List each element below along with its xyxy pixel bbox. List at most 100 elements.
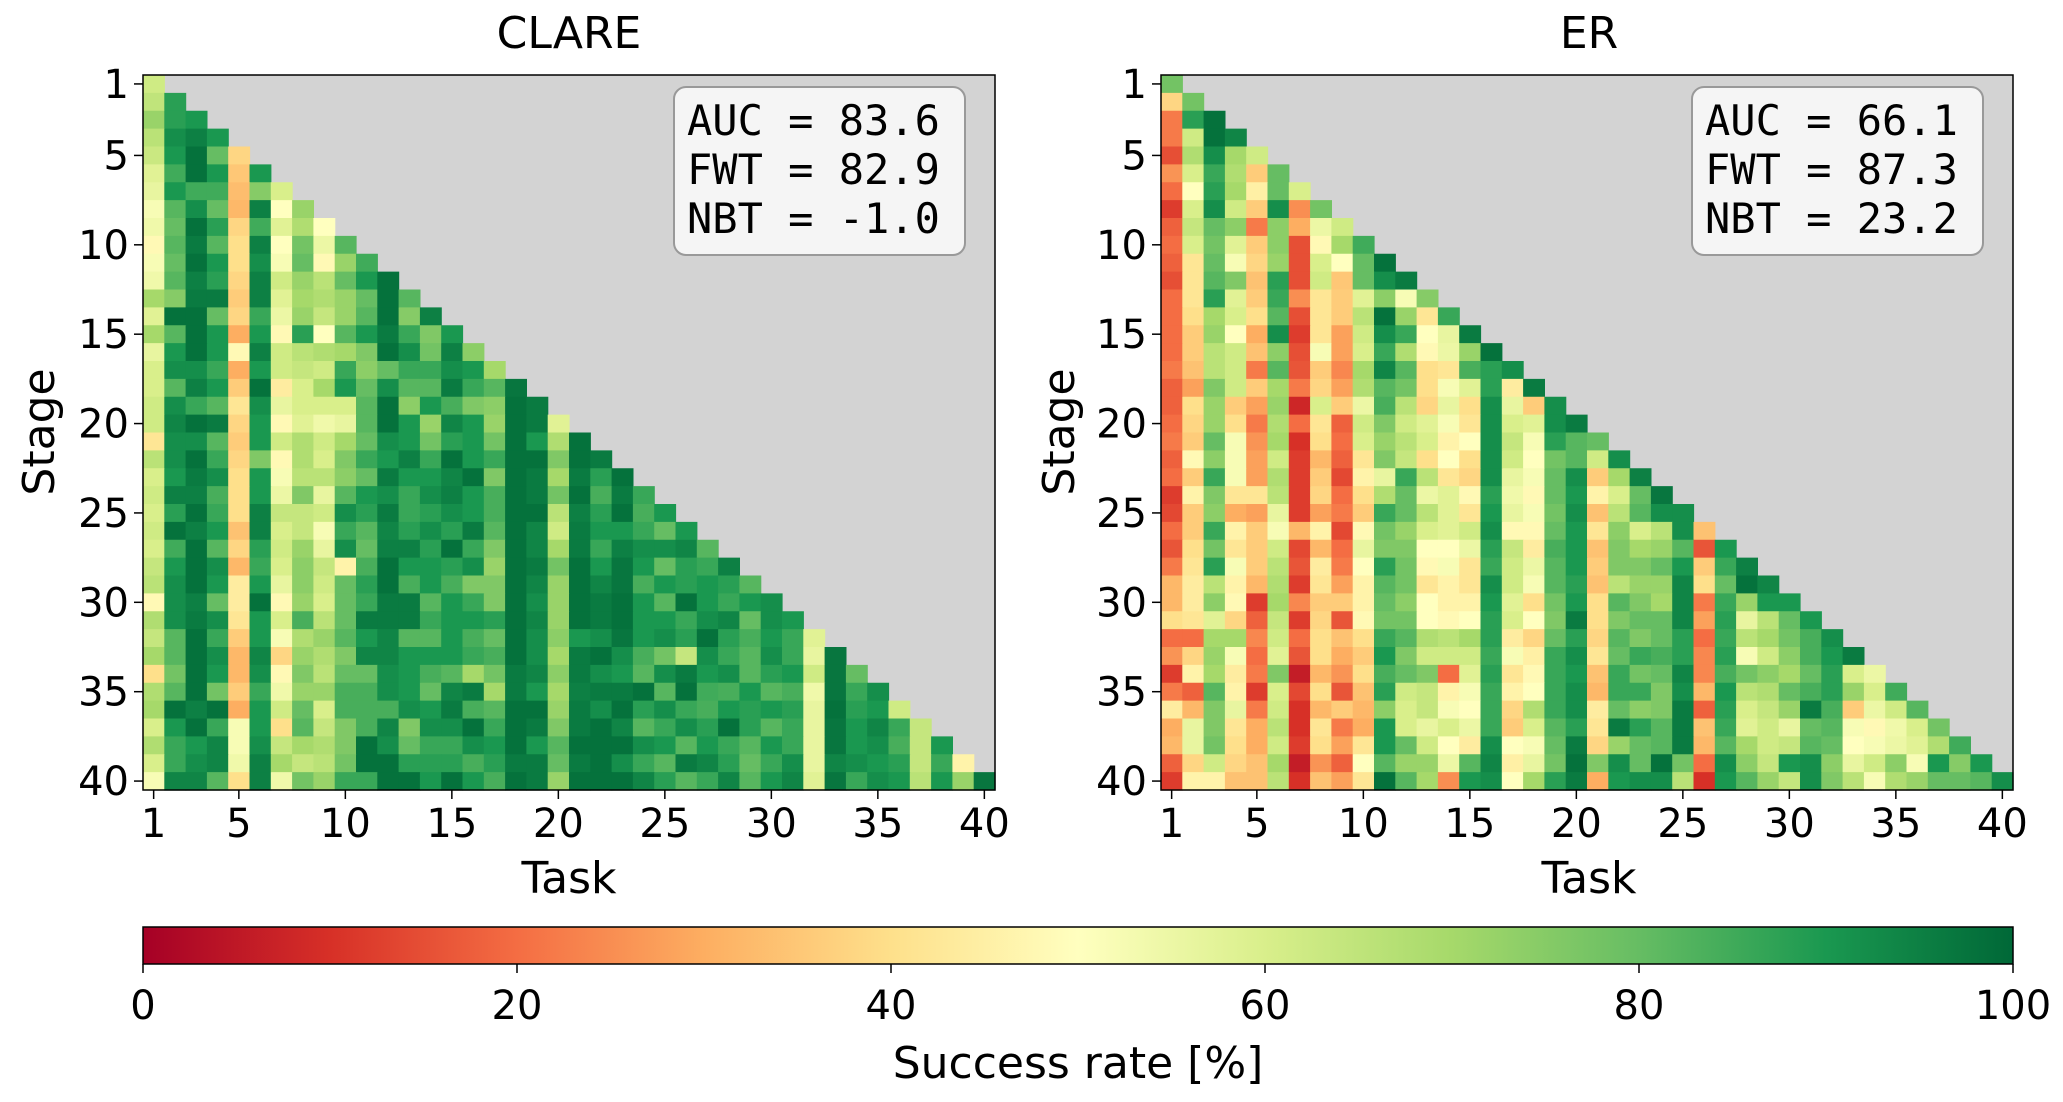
heatmap-cell [1480,772,1503,791]
heatmap-cell [505,736,527,755]
heatmap-cell [1288,361,1311,380]
heatmap-cell [292,396,314,416]
heatmap-cell [419,343,442,362]
heatmap-cell [1331,504,1354,523]
heatmap-cell [1842,718,1865,737]
heatmap-cell [1523,611,1545,630]
heatmap-cell [1224,146,1247,165]
heatmap-cell [1331,307,1354,326]
heatmap-cell [526,718,549,737]
heatmap-cell [1161,736,1183,755]
heatmap-cell [760,682,783,702]
heatmap-cell [1863,700,1886,720]
heatmap-cell [334,450,357,469]
heatmap-cell [1523,754,1545,773]
x-tick-label: 35 [852,801,903,847]
heatmap-cell [143,450,165,469]
y-tick-label: 1 [1122,62,1147,108]
heatmap-cell [1374,253,1396,273]
heatmap-cell [334,378,357,398]
heatmap-cell [1288,557,1311,577]
heatmap-cell [1203,754,1226,773]
heatmap-cell [952,754,975,773]
heatmap-cell [334,718,357,737]
heatmap-cell [164,361,187,380]
heatmap-cell [483,396,506,416]
heatmap-cell [419,450,442,469]
heatmap-cell [1650,772,1673,791]
heatmap-cell [1310,772,1332,791]
heatmap-cell [1629,754,1652,773]
heatmap-cell [739,682,762,702]
heatmap-cell [1437,450,1460,469]
heatmap-cell [803,629,826,648]
heatmap-cell [1501,700,1524,720]
heatmap-cell [569,432,591,451]
heatmap-cell [1565,504,1588,523]
heatmap-cell [143,343,165,362]
heatmap-cell [760,593,783,612]
heatmap-cell [1203,611,1226,630]
heatmap-cell [1629,647,1652,666]
heatmap-cell [1246,432,1269,451]
heatmap-cell [1267,307,1290,326]
heatmap-cell [419,325,442,344]
heatmap-cell [185,736,208,755]
heatmap-cell [228,754,251,773]
heatmap-cell [1800,700,1822,720]
heatmap-cell [1863,718,1886,737]
heatmap-cell [164,486,187,505]
heatmap-cell [1459,593,1482,612]
heatmap-cell [334,468,357,487]
heatmap-cell [164,629,187,648]
heatmap-cell [654,736,677,755]
heatmap-cell [1480,629,1503,648]
heatmap-cell [1565,521,1588,541]
heatmap-cell [1246,486,1269,505]
heatmap-cell [1331,271,1354,291]
heatmap-cell [356,629,378,648]
heatmap-cell [569,664,591,684]
heatmap-cell [1310,593,1332,612]
heatmap-cell [590,611,613,630]
heatmap-cell [270,539,293,559]
heatmap-cell [1246,164,1269,183]
heatmap-cell [1246,647,1269,666]
heatmap-cell [1288,718,1311,737]
heatmap-cell [526,629,549,648]
heatmap-cell [1544,647,1567,666]
heatmap-cell [1182,718,1205,737]
heatmap-cell [377,450,400,469]
heatmap-cell [569,611,591,630]
heatmap-cell [1608,468,1631,487]
heatmap-cell [185,110,208,130]
heatmap-cell [398,593,421,612]
heatmap-cell [718,754,740,773]
heatmap-cell [143,110,165,130]
heatmap-cell [611,575,634,594]
heatmap-cell [1437,361,1460,380]
heatmap-cell [1416,593,1439,612]
heatmap-cell [334,307,357,326]
heatmap-cell [1565,468,1588,487]
heatmap-cell [1757,718,1780,737]
heatmap-cell [654,611,677,630]
heatmap-cell [1374,289,1396,308]
heatmap-cell [419,754,442,773]
heatmap-cell [1161,772,1183,791]
heatmap-cell [398,700,421,720]
heatmap-cell [909,718,932,737]
heatmap-cell [1608,557,1631,577]
heatmap-cell [611,647,634,666]
heatmap-cell [419,682,442,702]
heatmap-cell [547,432,570,451]
heatmap-cell [441,593,464,612]
colorbar-gradient [142,926,2014,965]
heatmap-cell [1544,772,1567,791]
heatmap-cell [441,521,464,541]
heatmap-cell [824,754,847,773]
heatmap-cell [228,486,251,505]
heatmap-cell [1629,772,1652,791]
heatmap-cell [1459,539,1482,559]
heatmap-cell [1544,629,1567,648]
